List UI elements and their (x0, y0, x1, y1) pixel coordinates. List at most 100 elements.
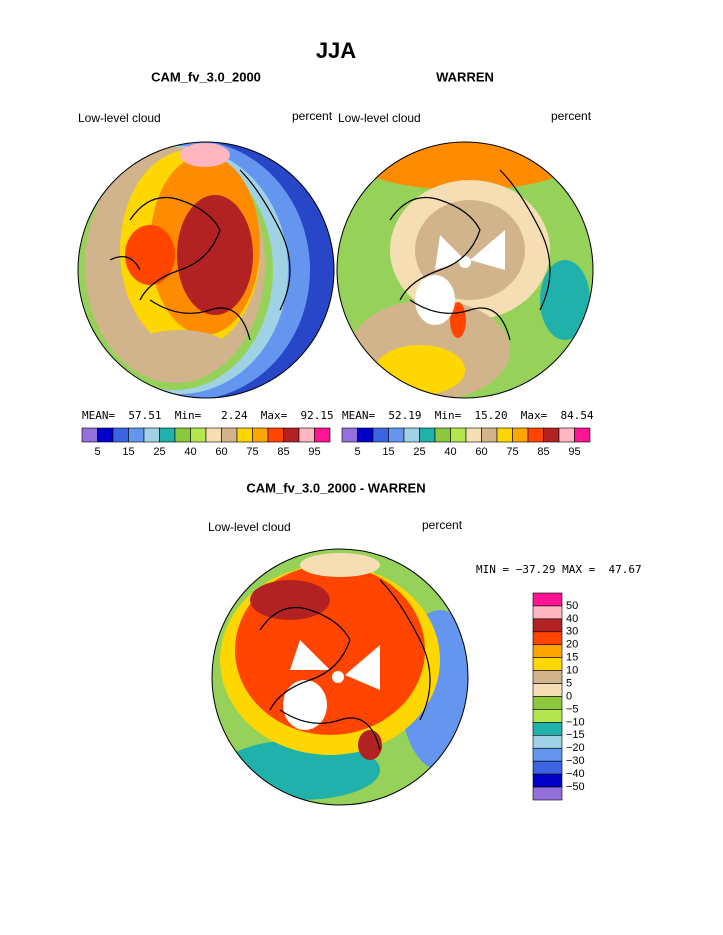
colorbar-box (532, 773, 563, 788)
colorbar-label: 10 (566, 665, 578, 677)
colorbar-label: −5 (566, 703, 579, 715)
colorbar-box (512, 427, 529, 443)
colorbar-label: 95 (568, 446, 580, 458)
colorbar-label: 95 (308, 446, 320, 458)
map (337, 142, 593, 398)
colorbar-box (465, 427, 482, 443)
colorbar-box (532, 631, 563, 646)
colorbar-box (532, 735, 563, 749)
colorbar-label: −40 (566, 768, 585, 780)
colorbar-label: −15 (566, 729, 585, 741)
colorbars: 5 15 25 40 60 75 85 95 5 15 25 40 60 75 85 955040302015… (81, 427, 591, 801)
colorbar-box (143, 427, 160, 443)
colorbar-label: 25 (153, 446, 165, 458)
colorbar-label: −30 (566, 755, 585, 767)
colorbar-box (267, 427, 284, 443)
colorbar-box (532, 786, 563, 801)
colorbar-box (532, 696, 563, 710)
colorbar-box (190, 427, 207, 443)
colorbar-label: 40 (566, 613, 578, 625)
colorbar-label: 20 (566, 639, 578, 651)
colorbar-label: −50 (566, 781, 585, 793)
colorbar-box (532, 670, 563, 684)
map-border (336, 141, 594, 399)
colorbar-label: 15 (382, 446, 394, 458)
field-label: Low-level cloud (338, 111, 421, 125)
colorbar-box (532, 592, 563, 607)
colorbar-label: 50 (566, 600, 578, 612)
field-label: Low-level cloud (208, 520, 291, 534)
map (78, 142, 334, 398)
colorbar-label: 75 (246, 446, 258, 458)
colorbar-box (159, 427, 176, 443)
colorbar-box (388, 427, 405, 443)
colorbar-label: 5 (354, 446, 360, 458)
colorbar-box (298, 427, 315, 443)
colorbar-box (574, 427, 591, 443)
colorbar-box (532, 605, 563, 620)
colorbar-label: 25 (413, 446, 425, 458)
units-label: percent (551, 109, 592, 123)
colorbar-box (558, 427, 575, 443)
colorbar-label: 15 (122, 446, 134, 458)
colorbar-box (205, 427, 222, 443)
colorbar-box (128, 427, 145, 443)
colorbar-box (532, 760, 563, 775)
colorbar-box (419, 427, 436, 443)
colorbar-label: 75 (506, 446, 518, 458)
colorbar-box (236, 427, 253, 443)
map (212, 549, 468, 805)
colorbar-box (252, 427, 269, 443)
units-label: percent (422, 518, 463, 532)
field-label: Low-level cloud (78, 111, 161, 125)
colorbar-box (532, 657, 563, 671)
colorbar-box (97, 427, 114, 443)
colorbar-box (532, 618, 563, 633)
colorbar-box (532, 709, 563, 723)
coastline (389, 169, 551, 341)
map-border (77, 141, 335, 399)
colorbar-box (81, 427, 98, 443)
main-title: JJA (316, 38, 356, 63)
colorbar-label: 15 (566, 652, 578, 664)
colorbar-box (481, 427, 498, 443)
colorbar-box (532, 644, 563, 658)
colorbar-label: 5 (566, 677, 572, 689)
colorbar-label: −20 (566, 742, 585, 754)
colorbar-label: 60 (475, 446, 487, 458)
panel-title: WARREN (436, 69, 494, 84)
colorbar-box (527, 427, 544, 443)
colorbar-box (532, 747, 563, 762)
colorbar-label: 0 (566, 690, 572, 702)
colorbar-box (341, 427, 358, 443)
colorbar-box (221, 427, 238, 443)
colorbar-box (112, 427, 129, 443)
colorbar-box (532, 683, 563, 697)
colorbar-label: 60 (215, 446, 227, 458)
colorbar-label: 85 (537, 446, 549, 458)
colorbar-box (532, 722, 563, 736)
colorbar-label: 30 (566, 626, 578, 638)
stats: MIN = −37.29 MAX = 47.67 (476, 563, 642, 576)
colorbar-box (434, 427, 451, 443)
colorbar-box (543, 427, 560, 443)
coastline (259, 579, 431, 751)
stats: MEAN= 57.51 Min= 2.24 Max= 92.15 (82, 409, 334, 422)
colorbar-label: 85 (277, 446, 289, 458)
stats: MEAN= 52.19 Min= 15.20 Max= 84.54 (342, 409, 594, 422)
colorbar-label: −10 (566, 716, 585, 728)
panel-title: CAM_fv_3.0_2000 - WARREN (246, 480, 425, 495)
colorbar-box (403, 427, 420, 443)
colorbar-box (283, 427, 300, 443)
colorbar-label: 5 (94, 446, 100, 458)
panel-title: CAM_fv_3.0_2000 (151, 69, 261, 84)
colorbar-box (496, 427, 513, 443)
colorbar-label: 40 (184, 446, 196, 458)
colorbar-label: 40 (444, 446, 456, 458)
coastline (109, 169, 291, 341)
colorbar-box (357, 427, 374, 443)
colorbar-box (174, 427, 191, 443)
colorbar-box (372, 427, 389, 443)
